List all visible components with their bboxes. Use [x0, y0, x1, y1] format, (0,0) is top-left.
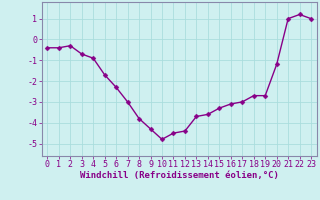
X-axis label: Windchill (Refroidissement éolien,°C): Windchill (Refroidissement éolien,°C): [80, 171, 279, 180]
